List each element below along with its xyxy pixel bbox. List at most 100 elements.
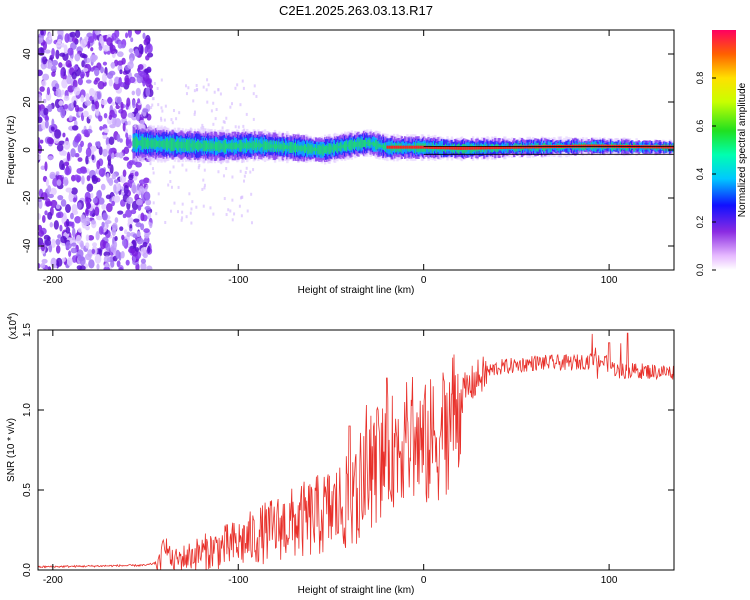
spec-noise-blob [139,185,144,193]
spec-noise-blob [60,199,67,207]
spec-noise-blob [85,208,89,215]
spec-noise-blob [91,175,98,184]
spec-noise-blob [61,78,68,89]
spec-noise-blob [98,225,104,235]
spec-noise-blob [97,197,105,205]
spec-noise-blob [67,47,74,56]
spec-noise-blob [74,104,80,113]
spec-ridge-cell [493,146,496,150]
colorbar-tick-label: 0.6 [695,120,705,133]
spec-faint-blob [160,78,163,82]
spec-faint-blob [181,216,184,220]
spec-noise-blob [106,37,113,47]
snr-frame [37,329,675,571]
spec-ridge-cell [653,145,656,149]
spec-noise-blob [98,248,103,257]
spec-noise-blob [140,212,145,222]
spec-noise-blob [120,44,126,49]
spec-faint-blob [148,221,151,225]
spec-ridge-cell [482,146,485,150]
spec-faint-blob [181,163,184,167]
spec-noise-blob [79,53,86,58]
spec-noise-blob [63,104,69,110]
spec-ridge-cell [435,146,438,150]
spec-faint-blob [181,202,184,206]
spec-ridge-cell [486,146,489,150]
spec-noise-blob [73,174,80,181]
spec-faint-blob [239,103,242,107]
spec-noise-blob [62,63,66,68]
spec-noise-blob [55,49,60,60]
spec-faint-blob [200,126,203,130]
spec-ridge-cell [531,145,534,149]
spec-noise-blob [111,222,118,231]
spec-noise-blob [91,248,96,255]
spec-ridge-cell [417,145,420,149]
spec-noise-blob [44,49,51,54]
spec-ridge-cell [408,145,411,149]
spec-noise-blob [131,90,136,96]
spec-noise-blob [125,209,132,218]
spec-faint-blob [237,125,240,129]
snr-x-label: Height of straight line (km) [298,585,415,596]
spec-faint-blob [195,205,198,209]
spec-noise-blob [47,185,52,193]
spec-noise-blob [58,62,63,68]
spec-noise-blob [125,132,129,139]
spec-noise-blob [98,45,103,51]
spec-noise-blob [110,260,115,268]
spec-x-tick-label: 0 [421,275,427,286]
spec-noise-blob [77,202,82,210]
spec-noise-blob [58,100,64,106]
snr-y-axis: 0.0 0.5 1.0 1.5 [22,323,674,577]
spec-noise-blob [102,134,108,140]
spec-noise-blob [55,245,61,254]
spec-faint-blob [147,215,150,219]
spec-noise-blob [43,234,50,241]
spec-ridge-cell [422,145,425,149]
spec-noise-blob [71,203,78,213]
spec-ridge-cell [399,145,402,149]
spectrogram-x-label: Height of straight line (km) [298,285,415,296]
spec-noise-blob [89,145,97,152]
spec-noise-blob [80,94,85,103]
spec-noise-blob [39,86,45,92]
spec-noise-blob [85,147,92,158]
spec-faint-blob [240,214,243,218]
colorbar-label: Normalized spectral amplitude [737,82,748,217]
spec-faint-blob [157,103,160,107]
spec-ridge-cell [451,146,454,150]
spec-faint-blob [146,185,149,189]
spec-noise-blob [38,198,42,203]
spec-noise-blob [65,218,70,227]
spec-faint-blob [242,86,245,90]
snr-y-tick-label: 1.5 [22,323,33,337]
spec-faint-blob [212,122,215,126]
spec-noise-blob [83,129,89,137]
spec-noise-blob [62,132,66,138]
spec-ridge-cell [437,146,440,150]
spec-noise-blob [40,263,46,269]
spectrogram-image [38,30,674,270]
spec-noise-blob [102,148,108,157]
spec-noise-blob [74,53,81,62]
spec-noise-blob [38,37,44,44]
spec-ridge-cell [526,145,529,149]
spec-noise-blob [59,160,65,170]
spec-faint-blob [234,125,237,129]
spec-noise-blob [42,41,47,51]
spec-noise-blob [50,65,57,72]
spec-noise-blob [111,101,115,106]
spec-ridge-cell [658,145,661,149]
spec-noise-blob [98,168,106,177]
spec-faint-blob [169,180,172,184]
spec-faint-blob [201,187,204,191]
spec-noise-blob [124,128,128,134]
spec-ridge-cell [522,145,525,149]
spec-noise-blob [84,216,91,226]
spec-noise-blob [65,59,72,68]
spec-noise-blob [137,64,144,70]
spec-ridge-cell [651,145,654,149]
spec-faint-blob [253,84,256,88]
spec-faint-blob [148,211,151,215]
